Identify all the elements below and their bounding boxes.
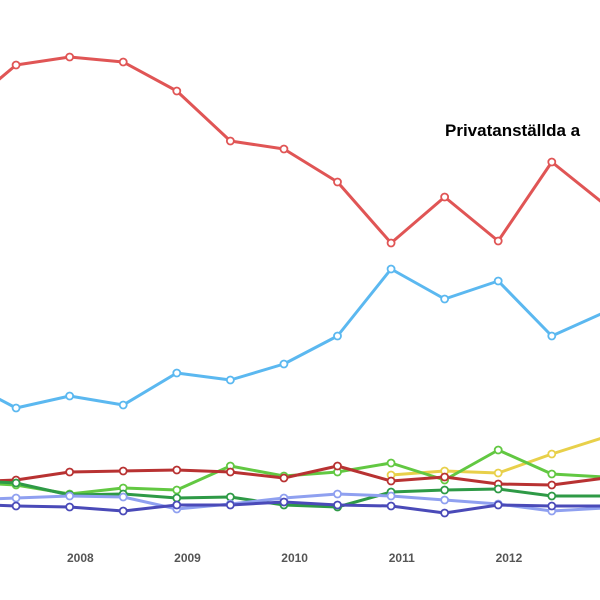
point xyxy=(493,484,503,494)
point xyxy=(440,485,450,495)
point xyxy=(440,472,450,482)
point xyxy=(279,144,289,154)
point xyxy=(279,359,289,369)
point xyxy=(225,492,235,502)
point xyxy=(386,491,396,501)
point xyxy=(386,458,396,468)
point xyxy=(11,60,21,70)
point xyxy=(225,500,235,510)
x-tick-label: 2009 xyxy=(174,551,201,565)
point xyxy=(11,493,21,503)
series-line xyxy=(0,267,600,410)
point xyxy=(118,506,128,516)
point xyxy=(11,403,21,413)
point xyxy=(65,467,75,477)
point xyxy=(172,485,182,495)
point xyxy=(65,502,75,512)
point xyxy=(172,500,182,510)
point xyxy=(386,476,396,486)
point xyxy=(386,264,396,274)
point xyxy=(547,449,557,459)
x-tick-label: 2011 xyxy=(389,551,415,565)
point xyxy=(547,331,557,341)
point xyxy=(333,331,342,341)
point xyxy=(65,491,75,501)
point xyxy=(547,480,557,490)
point xyxy=(172,465,182,475)
point xyxy=(172,493,182,503)
point xyxy=(333,177,342,187)
point xyxy=(493,445,503,455)
point xyxy=(118,466,128,476)
point xyxy=(225,467,235,477)
x-tick-label: 2010 xyxy=(281,551,308,565)
point xyxy=(493,276,503,286)
point xyxy=(65,391,75,401)
annotation: Privatanställda a xyxy=(445,121,581,140)
series-line xyxy=(0,55,600,245)
point xyxy=(225,375,235,385)
point xyxy=(333,461,342,471)
series-line xyxy=(390,437,600,477)
point xyxy=(440,294,450,304)
point xyxy=(225,136,235,146)
point xyxy=(440,508,450,518)
point xyxy=(547,501,557,511)
point xyxy=(118,492,128,502)
point xyxy=(493,500,503,510)
x-tick-label: 2012 xyxy=(496,551,523,565)
point xyxy=(493,468,503,478)
point xyxy=(386,238,396,248)
point xyxy=(279,497,289,507)
point xyxy=(279,473,289,483)
point xyxy=(118,400,128,410)
point xyxy=(333,489,342,499)
point xyxy=(493,236,503,246)
point xyxy=(547,469,557,479)
point xyxy=(386,501,396,511)
point xyxy=(440,495,450,505)
point xyxy=(440,192,450,202)
series-line xyxy=(0,500,600,515)
point xyxy=(65,52,75,62)
point xyxy=(333,500,342,510)
point xyxy=(172,86,182,96)
point xyxy=(118,57,128,67)
point xyxy=(11,478,21,488)
x-tick-label: 2008 xyxy=(67,551,94,565)
point xyxy=(11,501,21,511)
point xyxy=(547,157,557,167)
point xyxy=(547,491,557,501)
point xyxy=(172,368,182,378)
